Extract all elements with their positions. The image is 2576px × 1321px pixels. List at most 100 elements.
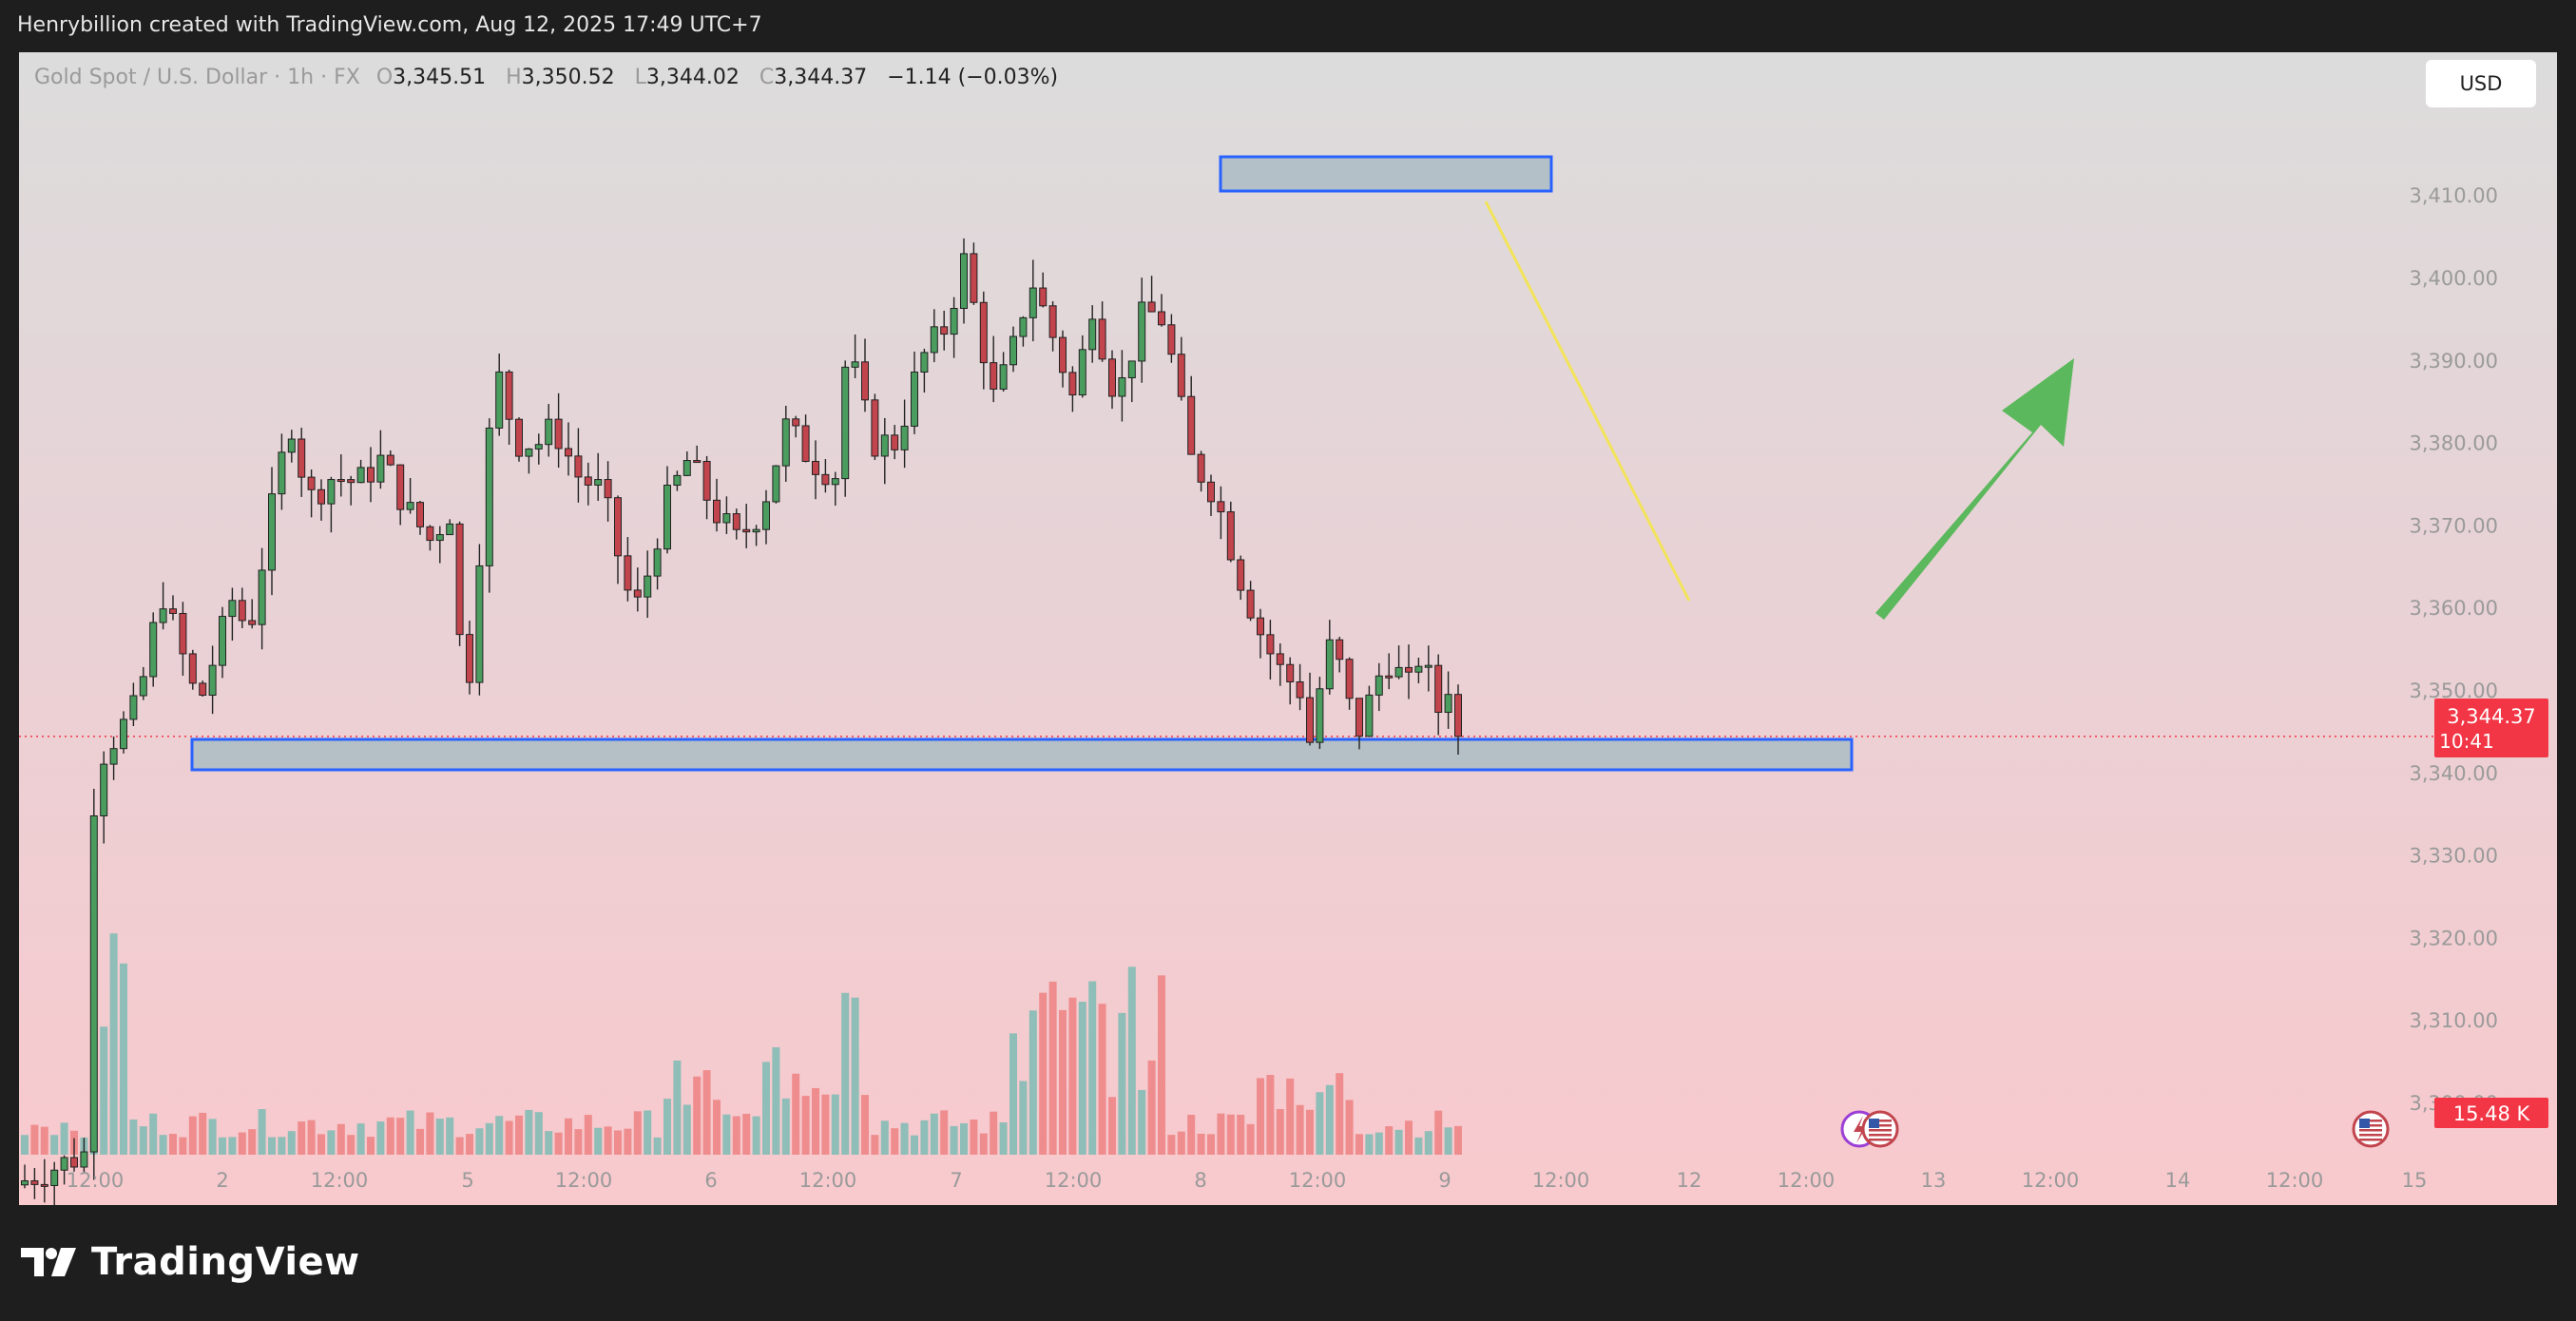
symbol-name[interactable]: Gold Spot / U.S. Dollar · 1h · FX — [34, 66, 360, 89]
volume-bar — [1088, 981, 1097, 1155]
volume-bar — [624, 1128, 632, 1155]
candle-body — [495, 371, 504, 429]
volume-bar — [515, 1115, 523, 1155]
chart-area[interactable]: 3,300.003,310.003,320.003,330.003,340.00… — [19, 52, 2557, 1205]
candle-body — [1127, 360, 1136, 379]
candle-body — [317, 488, 325, 505]
volume-bar — [1306, 1109, 1314, 1155]
price-chart[interactable]: 3,300.003,310.003,320.003,330.003,340.00… — [19, 52, 2557, 1205]
candle-body — [762, 501, 770, 530]
volume-bar — [268, 1137, 276, 1155]
volume-bar — [1028, 1010, 1037, 1155]
open-value: 3,345.51 — [393, 66, 487, 89]
candle-body — [367, 467, 375, 483]
volume-bar — [673, 1060, 682, 1155]
candle-body — [139, 676, 147, 697]
candle-body — [1098, 318, 1106, 360]
candle-body — [386, 454, 394, 466]
us-event-icon-2 — [2352, 1110, 2390, 1148]
candle-body — [1237, 559, 1245, 591]
tradingview-logo-icon — [21, 1248, 76, 1276]
volume-bar — [702, 1070, 711, 1155]
y-tick-label: 3,330.00 — [2409, 845, 2498, 868]
candle-body — [999, 364, 1008, 390]
x-tick-label: 7 — [950, 1169, 962, 1192]
volume-bar — [139, 1126, 147, 1155]
volume-bar — [801, 1096, 810, 1155]
x-tick-label: 12:00 — [1045, 1169, 1103, 1192]
candle-body — [406, 502, 414, 510]
candle-body — [188, 653, 197, 684]
volume-bar — [1177, 1131, 1185, 1155]
volume-bar — [604, 1126, 612, 1155]
zones — [19, 155, 2433, 772]
volume-bar — [367, 1137, 375, 1155]
volume-bar — [762, 1062, 770, 1155]
volume-bar — [940, 1110, 949, 1155]
x-tick-label: 12:00 — [1532, 1169, 1590, 1192]
y-tick-label: 3,320.00 — [2409, 927, 2498, 949]
candle-body — [545, 418, 553, 446]
candle-body — [307, 476, 316, 490]
candle-body — [1028, 287, 1037, 318]
candle-body — [1316, 688, 1324, 743]
candle-body — [812, 460, 819, 475]
volume-bar — [950, 1125, 958, 1155]
volume-bar — [1375, 1132, 1383, 1155]
volume-bar — [1158, 975, 1165, 1155]
candle-body — [1385, 675, 1394, 679]
candle-body — [801, 425, 810, 462]
volume-bar — [1336, 1073, 1344, 1155]
candle-body — [120, 718, 127, 750]
open-label: O — [375, 66, 394, 89]
volume-bar — [1217, 1113, 1225, 1155]
candle-body — [327, 479, 336, 505]
candle-body — [1187, 395, 1196, 455]
symbol-legend[interactable]: Gold Spot / U.S. Dollar · 1h · FX O3,345… — [34, 66, 1058, 89]
volume-bar — [1098, 1004, 1106, 1155]
candle-body — [682, 460, 691, 476]
candle-body — [149, 622, 158, 678]
volume-bar — [1454, 1125, 1462, 1155]
volume-bar — [386, 1117, 394, 1155]
volume-bar — [100, 1026, 108, 1155]
candle-body — [1296, 680, 1304, 699]
flag-canton — [2359, 1119, 2370, 1128]
event-icons — [1840, 1110, 2390, 1148]
candle-body — [614, 497, 622, 557]
drawings — [1484, 201, 2074, 620]
x-tick-label: 13 — [1921, 1169, 1947, 1192]
volume-bar — [1325, 1084, 1334, 1155]
supply-zone — [1219, 155, 1553, 193]
candle-body — [663, 485, 671, 550]
tradingview-brand[interactable]: TradingView — [21, 1240, 360, 1284]
volume-bar — [1257, 1078, 1264, 1155]
trendline — [1484, 201, 1691, 602]
candle-body — [722, 513, 731, 524]
volume-bar — [525, 1109, 533, 1155]
candle-body — [169, 608, 177, 614]
candle-body — [268, 493, 276, 571]
price-axis: 3,300.003,310.003,320.003,330.003,340.00… — [2409, 184, 2548, 1128]
currency-button[interactable]: USD — [2426, 60, 2536, 107]
candle-body — [199, 682, 207, 697]
candle-body — [1405, 666, 1413, 673]
candle-body — [1276, 653, 1284, 665]
candle-body — [911, 372, 918, 427]
candle-body — [1444, 694, 1452, 714]
volume-bar — [821, 1094, 830, 1155]
volume-bar — [356, 1123, 365, 1155]
bullish-arrow — [1875, 358, 2074, 620]
volume-bar — [693, 1076, 702, 1155]
candle-body — [1138, 301, 1146, 362]
candle-body — [673, 474, 682, 487]
candles — [21, 238, 1462, 1205]
volume-bar — [1108, 1097, 1116, 1155]
volume-bar — [159, 1135, 167, 1155]
volume-bar — [1276, 1108, 1284, 1155]
candle-body — [50, 1169, 59, 1186]
x-tick-label: 12:00 — [1289, 1169, 1347, 1192]
candle-body — [475, 565, 484, 683]
candle-body — [1434, 664, 1443, 714]
candle-body — [238, 600, 246, 622]
